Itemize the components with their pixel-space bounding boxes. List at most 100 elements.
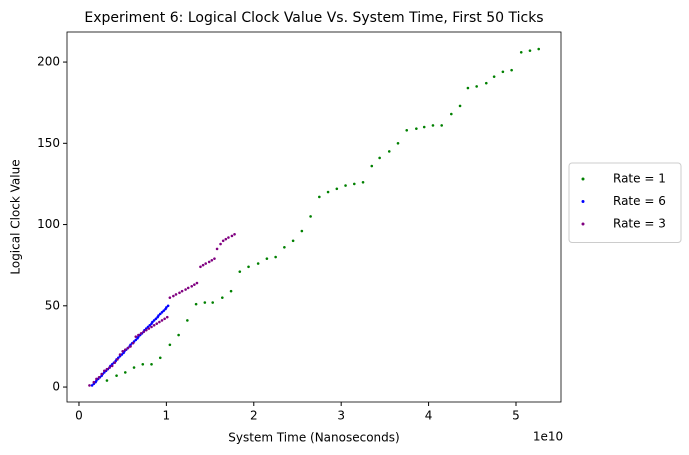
point xyxy=(186,319,189,322)
point xyxy=(152,319,156,322)
point xyxy=(219,242,222,246)
point xyxy=(141,363,145,366)
legend-marker xyxy=(581,222,585,226)
point xyxy=(105,367,109,371)
point xyxy=(172,294,175,298)
point xyxy=(291,239,295,243)
point xyxy=(484,81,488,85)
point xyxy=(160,311,164,314)
point xyxy=(528,49,532,52)
point xyxy=(154,317,158,321)
point xyxy=(144,328,148,332)
point xyxy=(147,327,151,330)
point xyxy=(157,314,160,317)
legend-label: Rate = 3 xyxy=(613,217,666,231)
point xyxy=(387,150,391,153)
point xyxy=(150,325,153,329)
point xyxy=(510,68,513,72)
point xyxy=(300,229,304,233)
legend-box xyxy=(568,162,682,243)
legend-label: Rate = 1 xyxy=(613,172,666,186)
point xyxy=(88,384,91,387)
point xyxy=(116,358,119,361)
point xyxy=(158,312,162,316)
point xyxy=(123,348,127,351)
point xyxy=(152,324,156,327)
point xyxy=(121,350,124,353)
point xyxy=(227,236,230,239)
point xyxy=(165,315,169,319)
point xyxy=(195,281,199,285)
point xyxy=(215,247,219,251)
point xyxy=(155,322,159,325)
point xyxy=(194,302,198,306)
point xyxy=(207,260,211,264)
legend-marker xyxy=(581,200,585,203)
point xyxy=(139,332,143,335)
point xyxy=(132,366,136,369)
x-tick-label: 4 xyxy=(425,409,433,423)
point xyxy=(475,85,478,88)
point xyxy=(186,286,190,290)
x-axis-label: System Time (Nanoseconds) xyxy=(228,431,399,445)
point xyxy=(361,181,365,184)
point xyxy=(274,255,277,259)
point xyxy=(137,333,140,337)
point xyxy=(396,142,400,145)
point xyxy=(450,112,453,116)
point xyxy=(458,104,462,108)
point xyxy=(118,353,122,356)
point xyxy=(168,296,172,299)
point xyxy=(180,289,184,293)
y-tick-label: 0 xyxy=(52,380,60,394)
point xyxy=(422,125,426,129)
point xyxy=(370,164,374,168)
point xyxy=(97,376,101,379)
point xyxy=(247,265,250,269)
x-offset-label: 1e10 xyxy=(533,430,563,444)
y-tick-label: 100 xyxy=(37,217,60,231)
point xyxy=(256,262,260,265)
point xyxy=(166,304,170,308)
x-tick-label: 5 xyxy=(512,409,520,423)
point xyxy=(204,262,208,265)
y-tick-label: 50 xyxy=(45,298,60,312)
point xyxy=(123,371,127,374)
point xyxy=(129,345,132,348)
point xyxy=(184,288,187,291)
x-tick-label: 3 xyxy=(337,409,345,423)
point xyxy=(165,306,168,309)
point xyxy=(162,309,166,312)
y-tick-label: 200 xyxy=(37,55,60,69)
point xyxy=(160,319,164,322)
point xyxy=(440,124,443,127)
point xyxy=(108,366,111,369)
point xyxy=(110,364,114,368)
y-axis-label: Logical Clock Value xyxy=(9,159,23,274)
point xyxy=(131,341,135,345)
point xyxy=(199,265,202,269)
point xyxy=(163,317,166,321)
point xyxy=(378,156,381,160)
point xyxy=(95,377,98,381)
point xyxy=(519,51,523,54)
point xyxy=(134,338,138,342)
point xyxy=(221,296,224,299)
point xyxy=(221,239,225,243)
y-tick-label: 150 xyxy=(37,136,60,150)
point xyxy=(90,384,94,387)
point xyxy=(168,343,172,347)
point xyxy=(148,324,152,327)
point xyxy=(177,333,180,337)
point xyxy=(105,379,109,382)
point xyxy=(113,361,117,364)
point xyxy=(178,291,181,295)
point xyxy=(158,320,161,324)
legend-label: Rate = 6 xyxy=(613,194,666,208)
point xyxy=(501,70,505,74)
point xyxy=(335,187,339,191)
point xyxy=(92,380,96,384)
point xyxy=(405,129,409,132)
point xyxy=(100,372,103,376)
